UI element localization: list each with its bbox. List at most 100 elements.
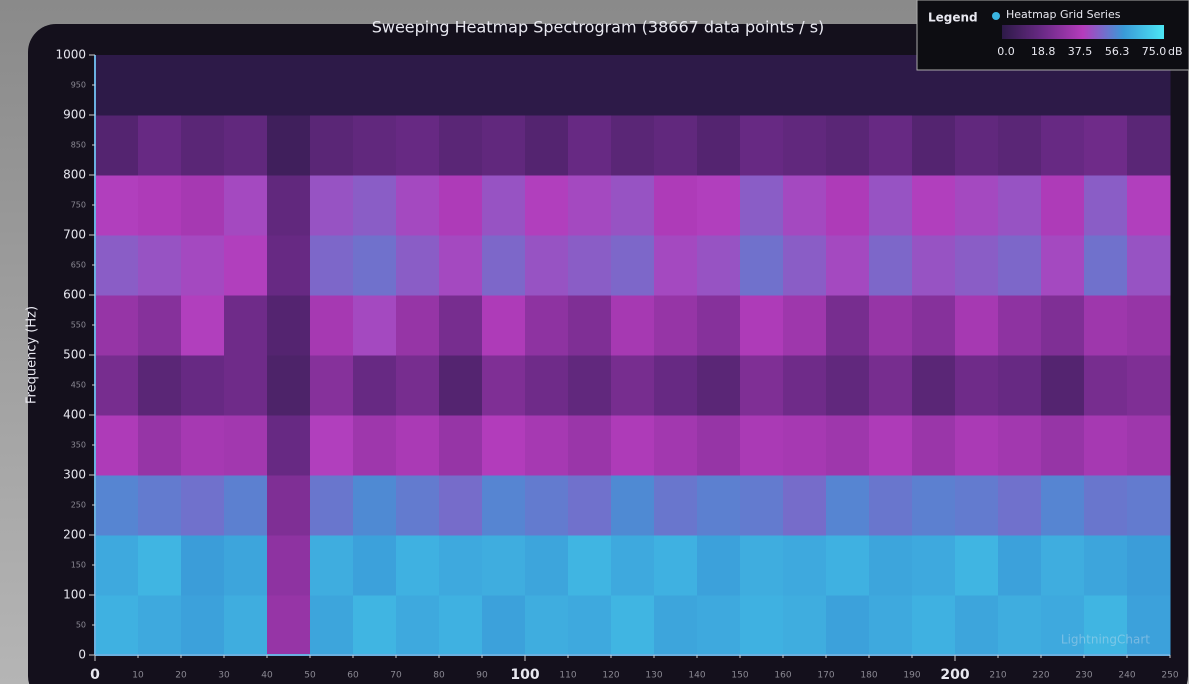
heatmap-cell: [224, 295, 268, 356]
x-tick-label: 70: [390, 671, 402, 681]
heatmap-cell: [224, 475, 268, 536]
heatmap-cell: [869, 355, 913, 416]
heatmap-cell: [181, 235, 225, 296]
heatmap-cell: [1084, 175, 1128, 236]
heatmap-cell: [525, 55, 569, 116]
heatmap-cell: [138, 535, 182, 596]
heatmap-cell: [912, 115, 956, 176]
x-tick-label: 10: [132, 671, 144, 681]
heatmap-cell: [138, 475, 182, 536]
heatmap-cell: [1127, 595, 1171, 656]
heatmap-cell: [740, 115, 784, 176]
heatmap-cell: [611, 235, 655, 296]
heatmap-cell: [353, 55, 397, 116]
heatmap-cell: [439, 535, 483, 596]
heatmap-cell: [310, 115, 354, 176]
heatmap-cell: [740, 415, 784, 476]
heatmap-cell: [1127, 115, 1171, 176]
x-tick-label: 250: [1161, 671, 1178, 681]
heatmap-cell: [740, 55, 784, 116]
heatmap-cell: [783, 175, 827, 236]
heatmap-cell: [1041, 175, 1085, 236]
heatmap-cell: [353, 355, 397, 416]
x-tick-label: 90: [476, 671, 488, 681]
heatmap-cell: [181, 115, 225, 176]
color-tick-label: 37.5: [1068, 45, 1093, 58]
heatmap-cell: [740, 235, 784, 296]
heatmap-cell: [267, 175, 311, 236]
heatmap-cell: [826, 535, 870, 596]
heatmap-cell: [783, 475, 827, 536]
color-tick-label: 75.0: [1142, 45, 1167, 58]
heatmap-cell: [568, 355, 612, 416]
heatmap-cell: [611, 295, 655, 356]
legend-entry: Heatmap Grid Series: [1006, 8, 1121, 21]
heatmap-cell: [224, 355, 268, 416]
heatmap-cell: [740, 175, 784, 236]
heatmap-cell: [654, 475, 698, 536]
heatmap-cell: [697, 235, 741, 296]
heatmap-cell: [224, 115, 268, 176]
heatmap-cell: [1127, 235, 1171, 296]
heatmap-cell: [482, 295, 526, 356]
heatmap-cell: [1127, 175, 1171, 236]
y-tick-label: 350: [71, 441, 86, 450]
heatmap-cell: [138, 55, 182, 116]
heatmap-cell: [95, 475, 139, 536]
heatmap-cell: [525, 355, 569, 416]
heatmap-cell: [138, 175, 182, 236]
heatmap-cell: [525, 595, 569, 656]
heatmap-cell: [611, 535, 655, 596]
heatmap-cell: [138, 595, 182, 656]
heatmap-cell: [740, 535, 784, 596]
heatmap-cell: [525, 295, 569, 356]
heatmap-cell: [998, 115, 1042, 176]
heatmap: [95, 55, 1171, 656]
heatmap-cell: [482, 595, 526, 656]
heatmap-cell: [1127, 415, 1171, 476]
heatmap-cell: [310, 55, 354, 116]
x-tick-label: 170: [817, 671, 834, 681]
y-tick-label: 200: [63, 528, 86, 542]
heatmap-cell: [267, 475, 311, 536]
heatmap-cell: [353, 475, 397, 536]
heatmap-cell: [826, 115, 870, 176]
heatmap-cell: [181, 355, 225, 416]
x-tick-label: 130: [645, 671, 662, 681]
heatmap-cell: [224, 175, 268, 236]
x-tick-label: 110: [559, 671, 576, 681]
heatmap-cell: [353, 175, 397, 236]
x-tick-label: 160: [774, 671, 791, 681]
heatmap-cell: [1127, 475, 1171, 536]
heatmap-cell: [181, 295, 225, 356]
color-tick-label: 18.8: [1031, 45, 1056, 58]
heatmap-cell: [998, 355, 1042, 416]
heatmap-cell: [396, 55, 440, 116]
heatmap-cell: [310, 415, 354, 476]
heatmap-cell: [1041, 535, 1085, 596]
heatmap-cell: [525, 415, 569, 476]
heatmap-cell: [482, 235, 526, 296]
x-tick-label: 140: [688, 671, 705, 681]
heatmap-cell: [740, 355, 784, 416]
color-tick-label: 56.3: [1105, 45, 1130, 58]
heatmap-cell: [826, 295, 870, 356]
heatmap-cell: [353, 595, 397, 656]
heatmap-cell: [912, 595, 956, 656]
heatmap-cell: [396, 355, 440, 416]
heatmap-cell: [1041, 115, 1085, 176]
heatmap-cell: [396, 295, 440, 356]
heatmap-cell: [95, 55, 139, 116]
heatmap-cell: [396, 115, 440, 176]
heatmap-cell: [482, 55, 526, 116]
watermark: LightningChart: [1061, 633, 1150, 647]
heatmap-cell: [826, 55, 870, 116]
y-axis-label: Frequency (Hz): [25, 306, 40, 404]
heatmap-cell: [439, 595, 483, 656]
heatmap-cell: [697, 55, 741, 116]
heatmap-cell: [740, 595, 784, 656]
heatmap-cell: [955, 535, 999, 596]
heatmap-cell: [482, 115, 526, 176]
heatmap-cell: [439, 295, 483, 356]
heatmap-cell: [482, 415, 526, 476]
